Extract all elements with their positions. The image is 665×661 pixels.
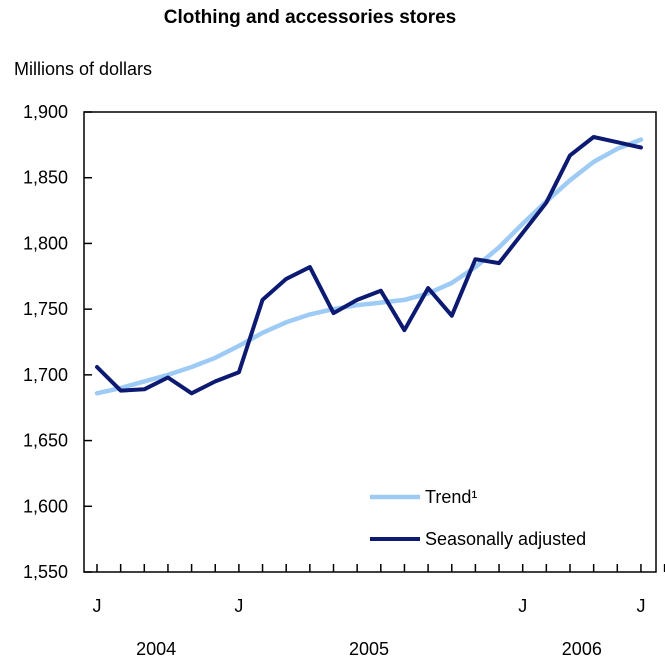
y-tick-label: 1,850 <box>23 168 68 188</box>
legend-label: Trend¹ <box>425 487 477 507</box>
y-tick-label: 1,700 <box>23 365 68 385</box>
legend: Trend¹ Seasonally adjusted <box>370 487 586 549</box>
x-year-label: 2004 <box>136 639 176 659</box>
y-axis-label: Millions of dollars <box>14 59 153 79</box>
y-tick-label: 1,650 <box>23 431 68 451</box>
chart-title: Clothing and accessories stores <box>163 7 457 28</box>
x-year-label: 2006 <box>562 639 602 659</box>
seasonally-adjusted-line <box>95 135 643 396</box>
legend-label: Seasonally adjusted <box>425 529 586 549</box>
x-month-label: J <box>93 596 102 616</box>
y-axis: 1,550 1,600 1,650 1,700 1,750 1,800 1,850 1,900 <box>23 102 92 582</box>
y-tick-label: 1,900 <box>23 102 68 122</box>
y-tick-label: 1,750 <box>23 299 68 319</box>
x-month-label: J <box>518 596 527 616</box>
x-axis: J J J J 2004 2005 2006 <box>93 564 665 659</box>
y-tick-label: 1,550 <box>23 562 68 582</box>
y-tick-label: 1,600 <box>23 496 68 516</box>
plot-frame <box>83 111 657 573</box>
x-month-label: J <box>234 596 243 616</box>
series-group <box>94 135 644 396</box>
y-tick-label: 1,800 <box>23 233 68 253</box>
x-year-label: 2005 <box>349 639 389 659</box>
x-month-label: J <box>636 596 645 616</box>
